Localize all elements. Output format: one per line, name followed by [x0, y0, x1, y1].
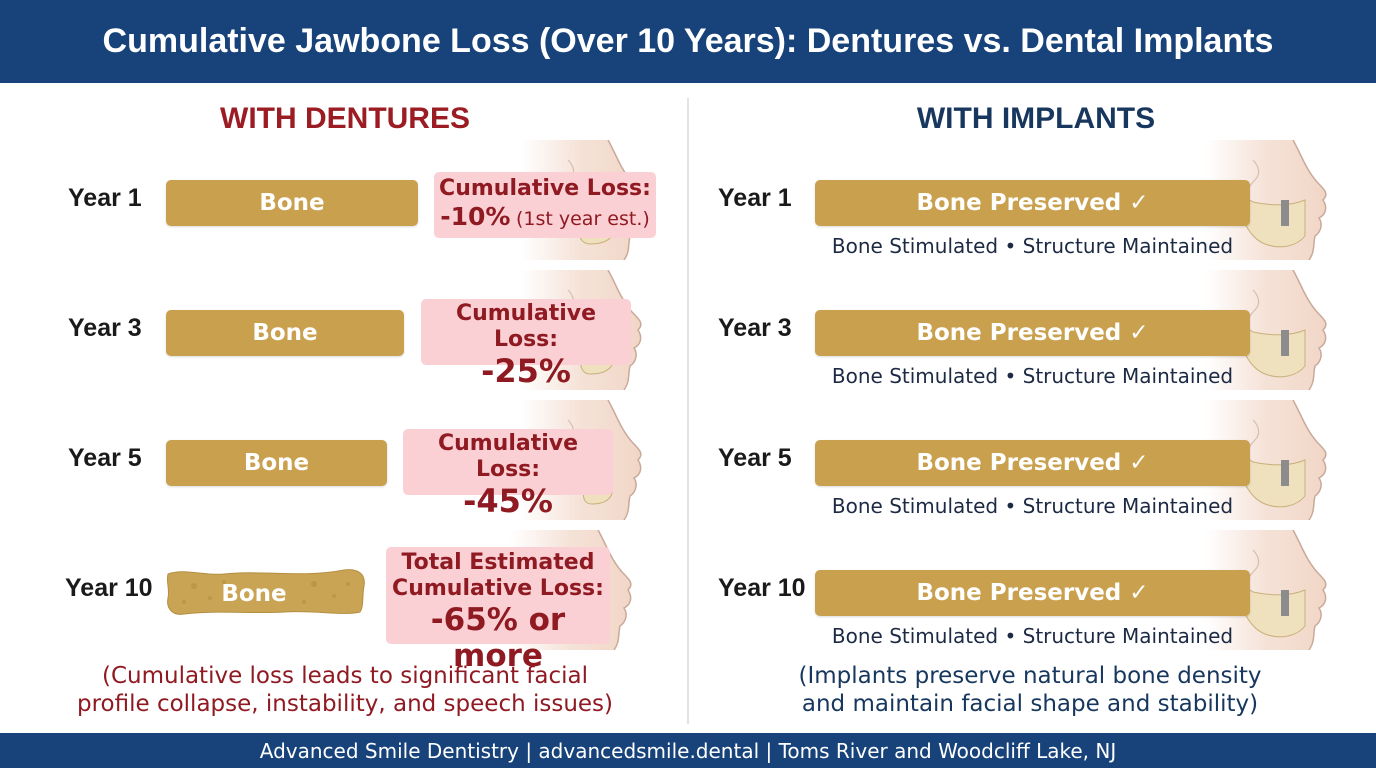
implants-bone-bar-year-3: Bone Preserved ✓: [815, 310, 1250, 356]
loss-value: -65% or more: [430, 602, 566, 674]
implants-sub-year-10: Bone Stimulated • Structure Maintained: [831, 624, 1234, 648]
implants-sub-year-5: Bone Stimulated • Structure Maintained: [831, 494, 1234, 518]
loss-note: (1st year est.): [515, 208, 650, 230]
loss-label-line-1: Total Estimated: [401, 550, 595, 575]
dentures-title: WITH DENTURES: [220, 102, 470, 135]
implants-title: WITH IMPLANTS: [916, 102, 1156, 135]
caption-line-1: (Implants preserve natural bone density: [798, 663, 1262, 689]
loss-value: -10%: [440, 202, 511, 231]
dentures-year-1-label: Year 1: [68, 184, 142, 212]
dentures-year-5-label: Year 5: [68, 444, 142, 472]
caption-line-1: (Cumulative loss leads to significant fa…: [101, 663, 588, 689]
dentures-loss-box-year-5: Cumulative Loss: -45%: [403, 429, 613, 519]
dentures-loss-box-year-10: Total Estimated Cumulative Loss: -65% or…: [386, 547, 610, 674]
loss-label: Cumulative Loss:: [437, 431, 579, 482]
implants-bone-bar-year-1: Bone Preserved ✓: [815, 180, 1250, 226]
dentures-bone-bar-year-3: Bone: [166, 310, 404, 356]
implants-year-1-label: Year 1: [718, 184, 792, 212]
footer-bar: Advanced Smile Dentistry | advancedsmile…: [0, 733, 1376, 768]
loss-label: Cumulative Loss:: [455, 301, 597, 352]
implants-sub-year-3: Bone Stimulated • Structure Maintained: [831, 364, 1234, 388]
header-bar: Cumulative Jawbone Loss (Over 10 Years):…: [0, 0, 1376, 83]
dentures-caption: (Cumulative loss leads to significant fa…: [60, 662, 630, 718]
implants-caption: (Implants preserve natural bone density …: [760, 662, 1300, 718]
bone-label: Bone: [221, 581, 286, 607]
implants-bone-bar-year-10: Bone Preserved ✓: [815, 570, 1250, 616]
dentures-year-3-label: Year 3: [68, 314, 142, 342]
page-title: Cumulative Jawbone Loss (Over 10 Years):…: [102, 22, 1274, 60]
caption-line-2: profile collapse, instability, and speec…: [76, 691, 614, 717]
loss-value: -45%: [463, 482, 553, 520]
dentures-bone-bar-year-5: Bone: [166, 440, 387, 486]
dentures-bone-bar-year-1: Bone: [166, 180, 418, 226]
implants-year-3-label: Year 3: [718, 314, 792, 342]
loss-label: Cumulative Loss:: [439, 176, 651, 201]
caption-line-2: and maintain facial shape and stability): [801, 691, 1259, 717]
implants-year-5-label: Year 5: [718, 444, 792, 472]
footer-text: Advanced Smile Dentistry | advancedsmile…: [259, 738, 1117, 763]
dentures-bone-bar-year-10: Bone: [166, 569, 365, 615]
loss-value-line: -10% (1st year est.): [440, 202, 650, 231]
implants-year-10-label: Year 10: [718, 574, 806, 602]
dentures-loss-box-year-3: Cumulative Loss: -25%: [421, 299, 631, 389]
implants-sub-year-1: Bone Stimulated • Structure Maintained: [831, 234, 1234, 258]
dentures-year-10-label: Year 10: [65, 574, 153, 602]
loss-label-line-2: Cumulative Loss:: [392, 576, 604, 601]
loss-value: -25%: [481, 352, 571, 390]
implants-bone-bar-year-5: Bone Preserved ✓: [815, 440, 1250, 486]
column-divider: [687, 98, 689, 724]
dentures-loss-box-year-1: Cumulative Loss: -10% (1st year est.): [434, 172, 656, 238]
